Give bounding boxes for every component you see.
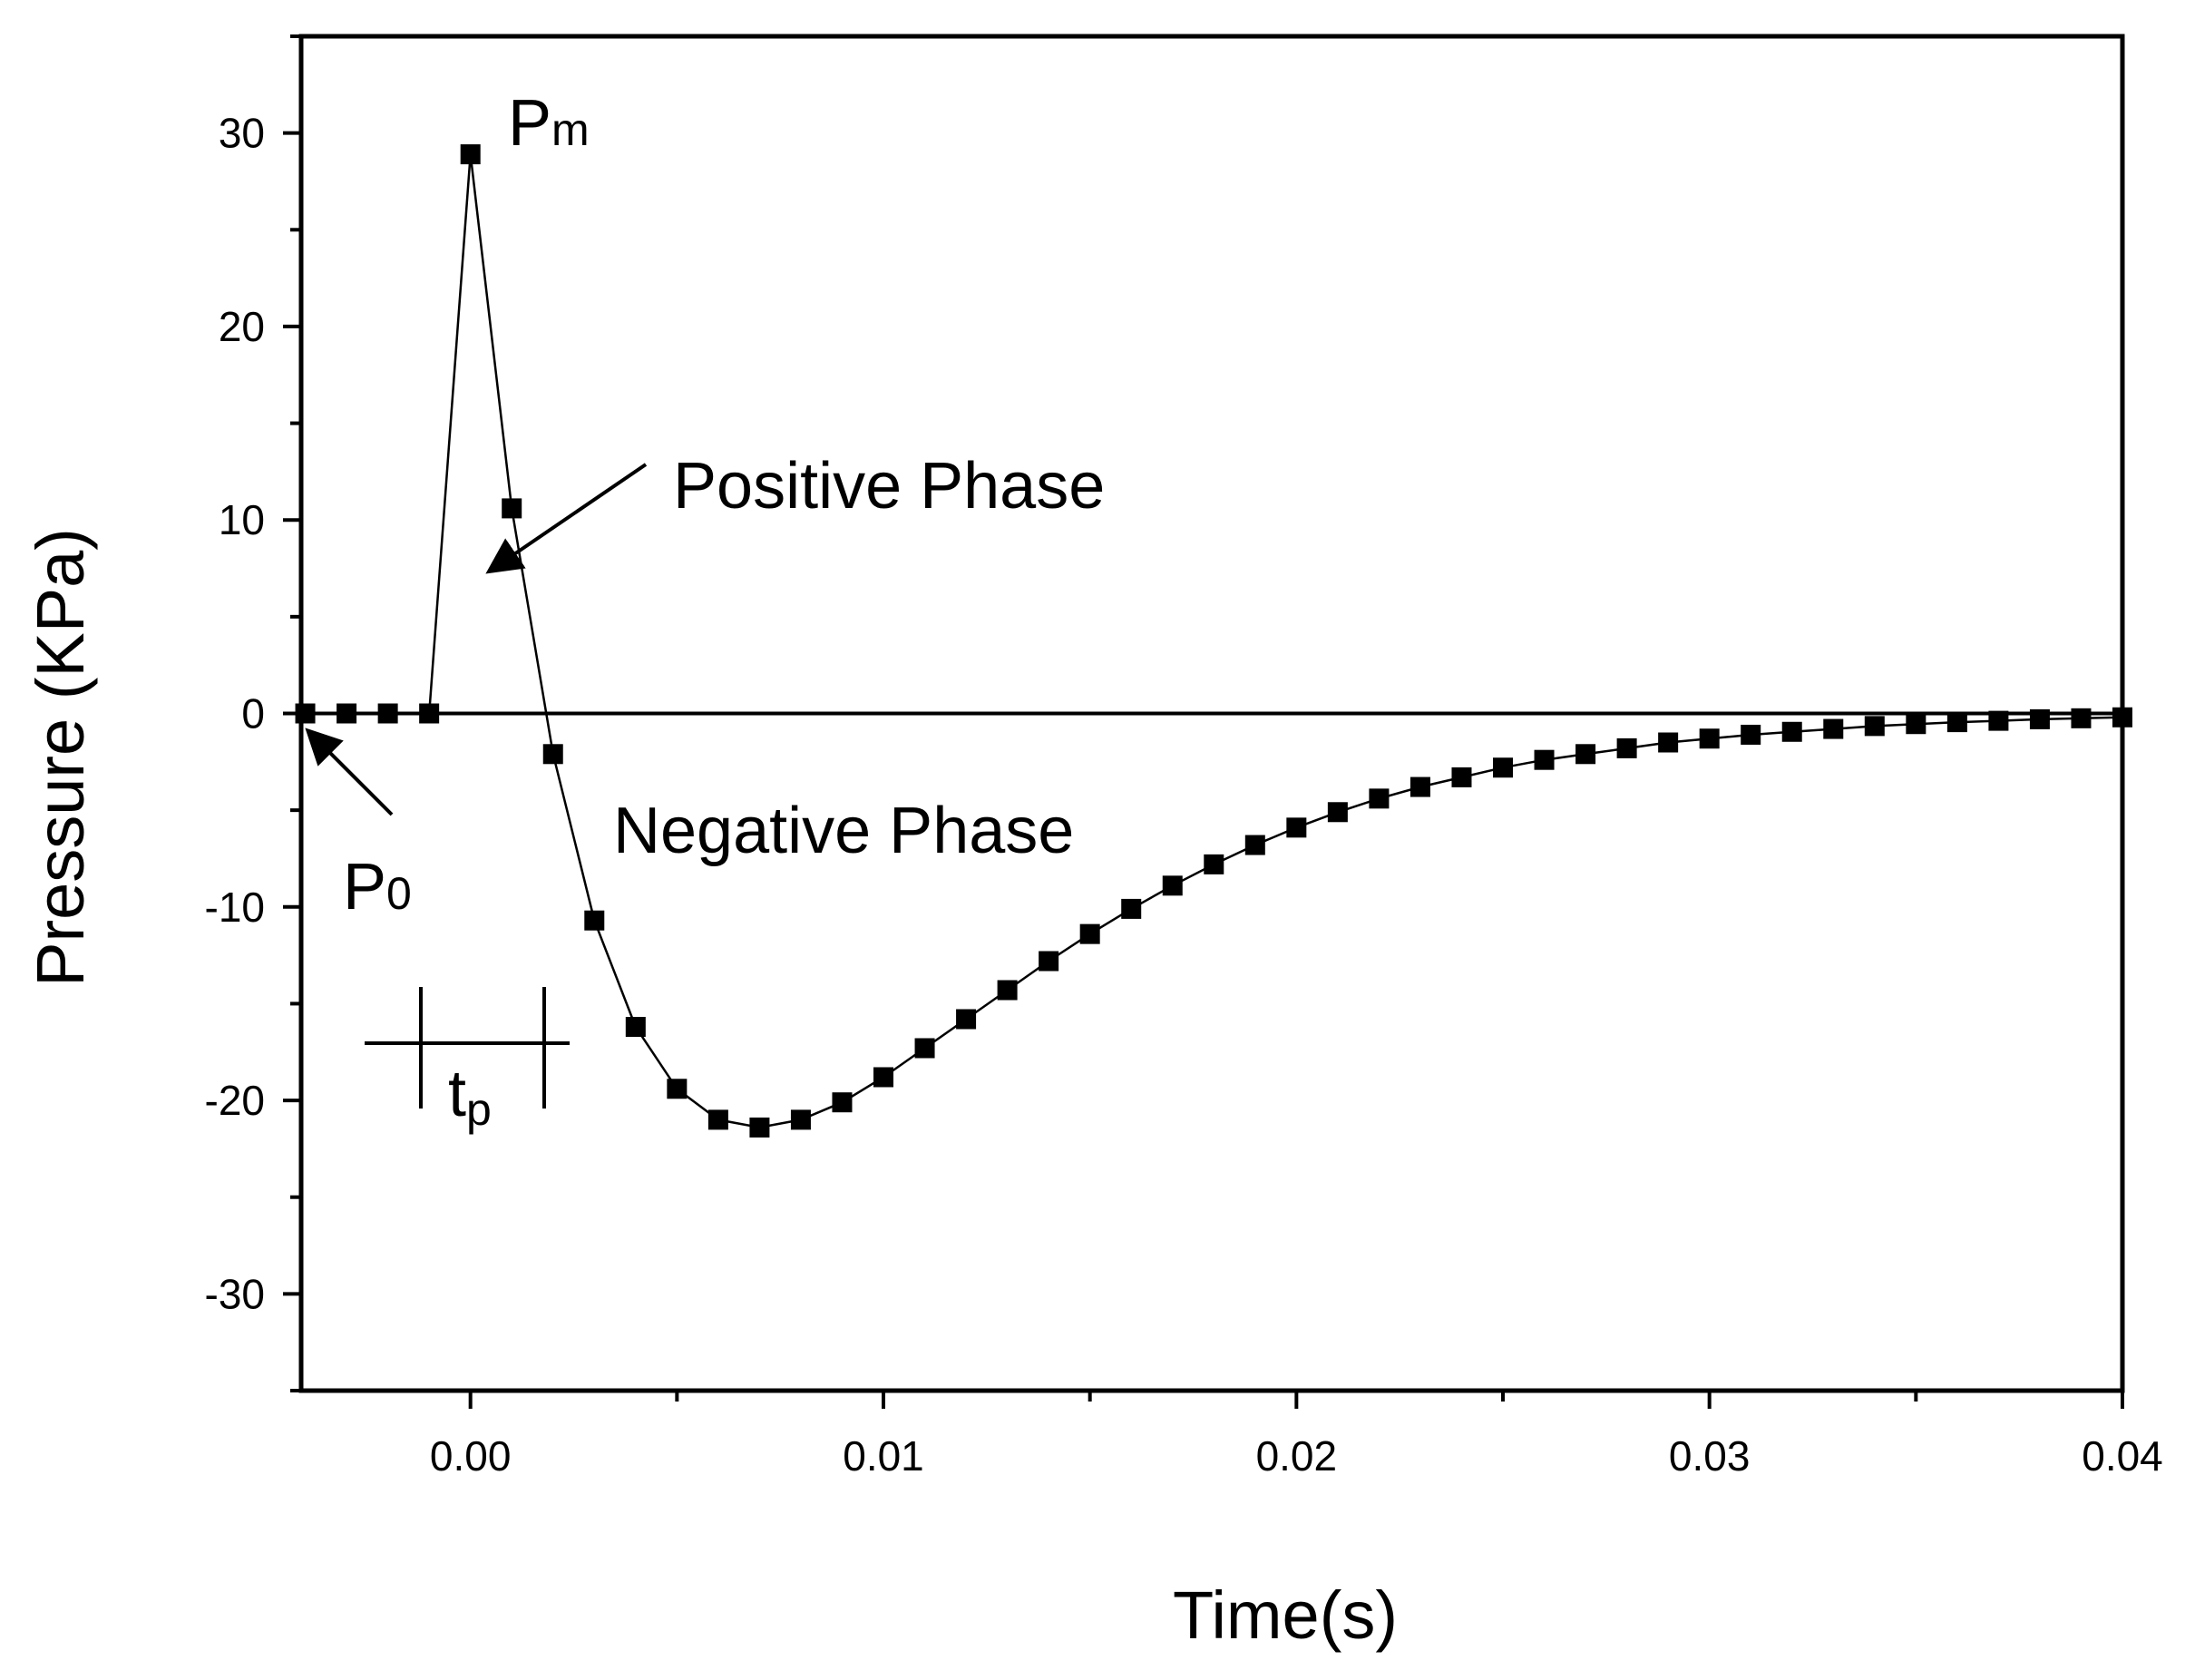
data-point	[1410, 777, 1430, 797]
axis-ticks: 0.00 0.01 0.02 0.03 0.04 -30 -20 -10 0 10 20 30	[205, 34, 2163, 1480]
y-tick-label: -30	[205, 1270, 265, 1317]
data-point	[1369, 788, 1390, 809]
y-tick-label: 10	[219, 496, 265, 543]
x-tick-label: 0.01	[843, 1432, 924, 1480]
data-point	[2029, 708, 2050, 729]
data-point	[1946, 712, 1967, 733]
data-point	[542, 744, 563, 765]
data-point	[2112, 707, 2132, 728]
x-tick-label: 0.04	[2082, 1432, 2163, 1480]
series-line	[305, 153, 2123, 1129]
p0-arrow	[305, 728, 394, 816]
data-point	[1204, 854, 1224, 874]
data-point	[914, 1038, 935, 1059]
data-point	[1823, 718, 1844, 739]
data-point	[2071, 708, 2092, 728]
data-point	[1906, 714, 1927, 735]
x-tick-label: 0.03	[1669, 1432, 1751, 1480]
y-tick-label: -10	[205, 884, 265, 931]
data-point	[1493, 757, 1514, 778]
y-tick-label: 0	[241, 690, 265, 737]
data-point	[1988, 710, 2009, 731]
data-point	[1244, 835, 1265, 855]
data-point	[790, 1109, 811, 1130]
tp-duration-marker	[365, 987, 570, 1109]
series-points	[295, 144, 2132, 1138]
data-point	[1575, 744, 1596, 765]
series-polyline	[305, 153, 2123, 1129]
data-point	[1534, 749, 1555, 770]
positive-phase-arrow	[485, 463, 648, 574]
x-tick-label: 0.00	[430, 1432, 512, 1480]
data-point	[1616, 737, 1637, 758]
data-point	[419, 703, 440, 724]
data-point	[1699, 728, 1720, 749]
annotation-negative-phase: Negative Phase	[613, 795, 1074, 867]
y-tick-label: 20	[219, 303, 265, 350]
x-axis-title: Time(s)	[1173, 1577, 1398, 1653]
data-point	[1864, 716, 1885, 737]
annotation-p0-sub: 0	[386, 868, 412, 919]
data-point	[956, 1009, 977, 1030]
data-point	[707, 1109, 728, 1130]
data-point	[1658, 732, 1679, 753]
y-tick-label: 30	[219, 110, 265, 157]
data-point	[625, 1017, 646, 1038]
y-tick-label: -20	[205, 1077, 265, 1124]
data-point	[584, 910, 605, 931]
annotation-pm: Pm	[508, 87, 590, 160]
annotation-positive-phase: Positive Phase	[673, 450, 1105, 523]
annotation-tp-main: t	[448, 1058, 466, 1130]
data-point	[749, 1117, 770, 1138]
data-point	[832, 1092, 853, 1113]
data-point	[1079, 923, 1100, 944]
data-point	[1781, 721, 1802, 742]
data-point	[667, 1079, 688, 1099]
annotation-pm-sub: m	[551, 104, 590, 155]
data-point	[377, 703, 398, 724]
annotation-tp: tp	[448, 1058, 492, 1135]
annotation-pm-main: P	[508, 87, 551, 160]
data-point	[997, 980, 1018, 1001]
annotation-tp-sub: p	[466, 1084, 492, 1135]
data-point	[337, 703, 357, 724]
data-point	[1741, 724, 1761, 745]
data-point	[1162, 875, 1183, 896]
data-point	[1121, 898, 1142, 919]
data-point	[1039, 951, 1059, 972]
y-axis-title: Pressure (KPa)	[23, 528, 98, 987]
data-point	[1286, 817, 1307, 838]
data-point	[1327, 802, 1348, 823]
data-point	[460, 144, 481, 165]
x-tick-label: 0.02	[1256, 1432, 1338, 1480]
data-point	[873, 1067, 894, 1088]
data-point	[295, 703, 316, 724]
data-point	[502, 498, 522, 519]
annotation-p0: P0	[343, 851, 412, 923]
data-point	[1451, 767, 1472, 787]
annotation-p0-main: P	[343, 851, 386, 923]
